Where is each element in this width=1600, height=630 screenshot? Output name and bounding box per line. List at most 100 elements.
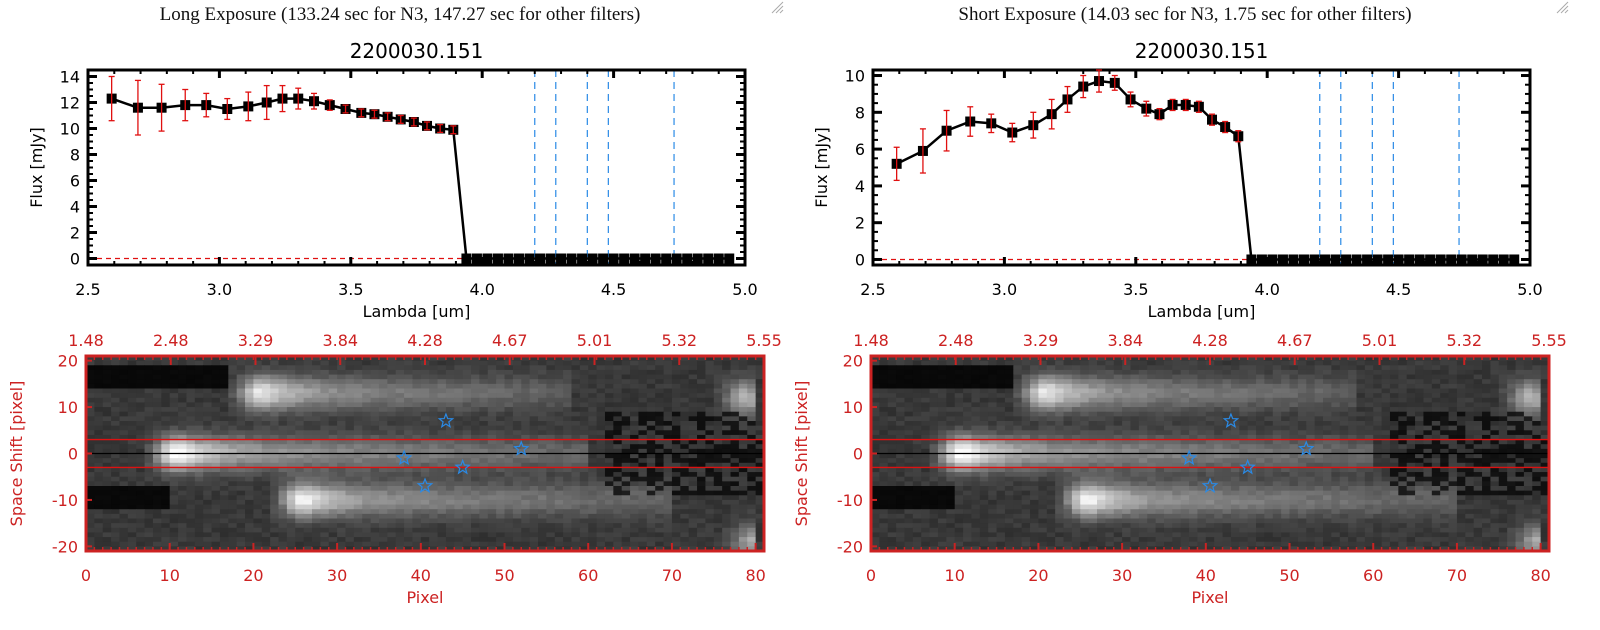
image-pixel [705,467,715,473]
image-pixel [429,430,439,436]
image-pixel [362,504,372,510]
image-pixel [697,383,706,389]
image-pixel [1172,369,1182,376]
image-pixel [638,421,648,427]
image-pixel [613,444,623,450]
image-pixel [521,467,531,473]
image-pixel [387,499,397,506]
image-pixel [412,537,422,543]
image-pixel [588,453,598,459]
image-pixel [445,495,455,501]
image-pixel [245,527,254,533]
image-pixel [144,448,154,454]
image-pixel [638,402,648,408]
image-pixel [437,509,447,515]
image-pixel [1113,397,1123,403]
image-pixel [345,472,355,478]
image-pixel [136,448,146,454]
image-pixel [420,379,430,385]
image-pixel [705,541,715,547]
image-pixel [136,434,146,441]
image-pixel [144,537,154,543]
image-pixel [420,444,430,450]
data-point [1467,254,1478,265]
image-pixel [538,360,547,366]
image-pixel [946,393,956,399]
image-pixel [353,527,363,533]
image-pixel [219,369,229,376]
image-pixel [412,388,422,394]
image-pixel [303,360,313,366]
image-pixel [988,393,998,399]
image-pixel [378,383,388,389]
image-pixel [445,513,455,519]
image-pixel [136,369,146,376]
image-pixel [512,537,522,543]
data-point [1267,254,1278,265]
image-pixel [529,379,539,385]
image-pixel [722,388,732,394]
image-pixel [1046,374,1056,380]
image-pixel [1289,397,1299,403]
image-pixel [337,430,346,436]
image-pixel [119,439,129,445]
image-pixel [387,513,397,519]
image-pixel [1465,369,1475,376]
image-pixel [871,402,880,408]
image-pixel [747,369,757,376]
image-pixel [161,467,171,473]
image-pixel [395,486,405,492]
image-pixel [722,383,732,389]
image-pixel [579,360,589,366]
image-pixel [596,495,606,501]
image-pixel [295,448,305,454]
image-pixel [119,532,129,538]
image-pixel [270,383,280,389]
image-pixel [219,360,229,366]
image-pixel [1122,365,1131,371]
image-pixel [671,499,681,506]
image-pixel [504,374,514,380]
image-pixel [512,388,522,394]
image-pixel [546,518,556,524]
image-pixel [1473,393,1483,399]
image-pixel [429,365,439,371]
image-pixel [404,416,413,422]
image-pixel [404,513,413,519]
image-pixel [613,481,623,487]
image-pixel [286,537,296,543]
image-pixel [697,499,706,506]
image-pixel [236,458,246,464]
image-pixel [111,527,120,533]
image-pixel [912,365,922,371]
image-pixel [663,402,673,408]
image-pixel [445,421,455,427]
image-pixel [86,509,95,515]
image-pixel [496,444,506,450]
image-pixel [630,356,639,362]
image-pixel [303,397,313,403]
image-pixel [245,499,254,506]
image-pixel [979,365,989,371]
image-pixel [1264,383,1274,389]
image-pixel [261,518,271,524]
image-pixel [203,546,213,552]
image-pixel [312,495,321,501]
image-pixel [445,407,455,413]
image-pixel [186,509,196,515]
image-pixel [896,402,905,408]
image-pixel [596,393,606,399]
image-pixel [86,416,95,422]
image-pixel [621,472,631,478]
image-pixel [663,383,673,389]
image-pixel [604,527,614,533]
image-pixel [420,546,430,552]
image-pixel [946,365,956,371]
image-pixel [646,490,656,496]
image-pixel [286,369,296,376]
image-pixel [1097,374,1106,380]
image-pixel [630,495,639,501]
image-pixel [395,421,405,427]
image-pixel [1239,360,1249,366]
image-pixel [1406,379,1416,385]
